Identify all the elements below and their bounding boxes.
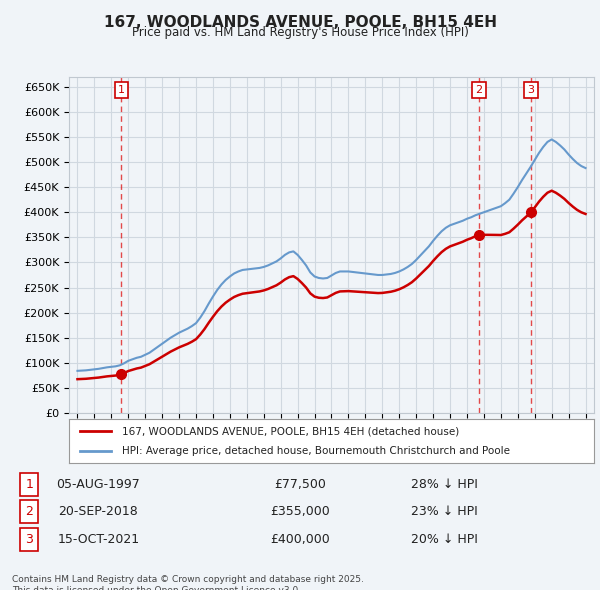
Text: Contains HM Land Registry data © Crown copyright and database right 2025.
This d: Contains HM Land Registry data © Crown c… [12, 575, 364, 590]
Text: £400,000: £400,000 [270, 533, 330, 546]
Text: 3: 3 [25, 533, 33, 546]
Text: 05-AUG-1997: 05-AUG-1997 [56, 478, 140, 491]
Text: £355,000: £355,000 [270, 505, 330, 519]
Text: 167, WOODLANDS AVENUE, POOLE, BH15 4EH (detached house): 167, WOODLANDS AVENUE, POOLE, BH15 4EH (… [121, 427, 459, 436]
Text: 20-SEP-2018: 20-SEP-2018 [59, 505, 138, 519]
Text: 1: 1 [118, 85, 125, 95]
Text: Price paid vs. HM Land Registry's House Price Index (HPI): Price paid vs. HM Land Registry's House … [131, 26, 469, 39]
Text: HPI: Average price, detached house, Bournemouth Christchurch and Poole: HPI: Average price, detached house, Bour… [121, 446, 509, 455]
Text: 1: 1 [25, 478, 33, 491]
Text: £77,500: £77,500 [274, 478, 326, 491]
Text: 15-OCT-2021: 15-OCT-2021 [58, 533, 139, 546]
Text: 28% ↓ HPI: 28% ↓ HPI [410, 478, 478, 491]
Text: 20% ↓ HPI: 20% ↓ HPI [410, 533, 478, 546]
Text: 23% ↓ HPI: 23% ↓ HPI [410, 505, 478, 519]
Text: 2: 2 [25, 505, 33, 519]
Text: 167, WOODLANDS AVENUE, POOLE, BH15 4EH: 167, WOODLANDS AVENUE, POOLE, BH15 4EH [104, 15, 497, 30]
Text: 2: 2 [476, 85, 483, 95]
Text: 3: 3 [527, 85, 535, 95]
